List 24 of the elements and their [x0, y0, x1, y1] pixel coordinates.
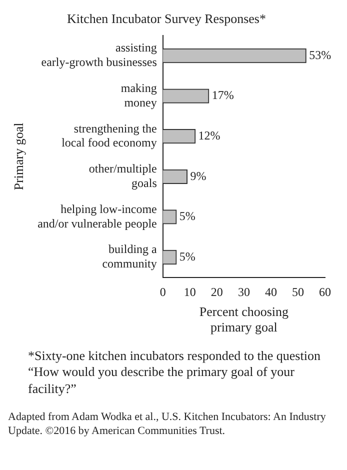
- x-tick-label: 60: [319, 284, 331, 299]
- x-tick-label: 10: [184, 284, 196, 299]
- text: *Sixty-one kitchen incubators responded to the question “How would you describe the primary goal of your facility?”: [28, 348, 322, 397]
- chart-title: Kitchen Incubator Survey Responses*: [67, 11, 266, 26]
- data-label: 9%: [190, 168, 206, 183]
- data-label: 5%: [179, 209, 196, 224]
- x-tick-label: 50: [292, 284, 304, 299]
- x-tick-label: 30: [238, 284, 250, 299]
- x-tick-label: 0: [160, 284, 166, 299]
- y-tick-label: other/multiple goals: [88, 162, 158, 190]
- y-tick-label: assisting early-growth businesses: [41, 40, 158, 70]
- data-label: 5%: [179, 249, 196, 264]
- x-axis-title: Percent choosing primary goal: [199, 304, 290, 335]
- y-tick-label: strengthening the local food economy: [62, 121, 157, 150]
- y-tick-label: building a community: [102, 242, 158, 271]
- x-tick-label: 40: [264, 284, 277, 299]
- data-label: 53%: [309, 48, 332, 62]
- y-tick-label: making money: [120, 81, 157, 110]
- y-tick-label: helping low-income and/or vulnerable people: [38, 202, 157, 230]
- data-label: 17%: [212, 88, 234, 102]
- y-axis-title: Primary goal: [11, 122, 26, 190]
- data-label: 12%: [198, 128, 220, 143]
- x-tick-label: 20: [210, 284, 223, 299]
- text: Adapted from Adam Wodka et al., U.S. Kitchen Incubators: An Industry Update. ©2016 by American Communities Trust.: [8, 410, 327, 438]
